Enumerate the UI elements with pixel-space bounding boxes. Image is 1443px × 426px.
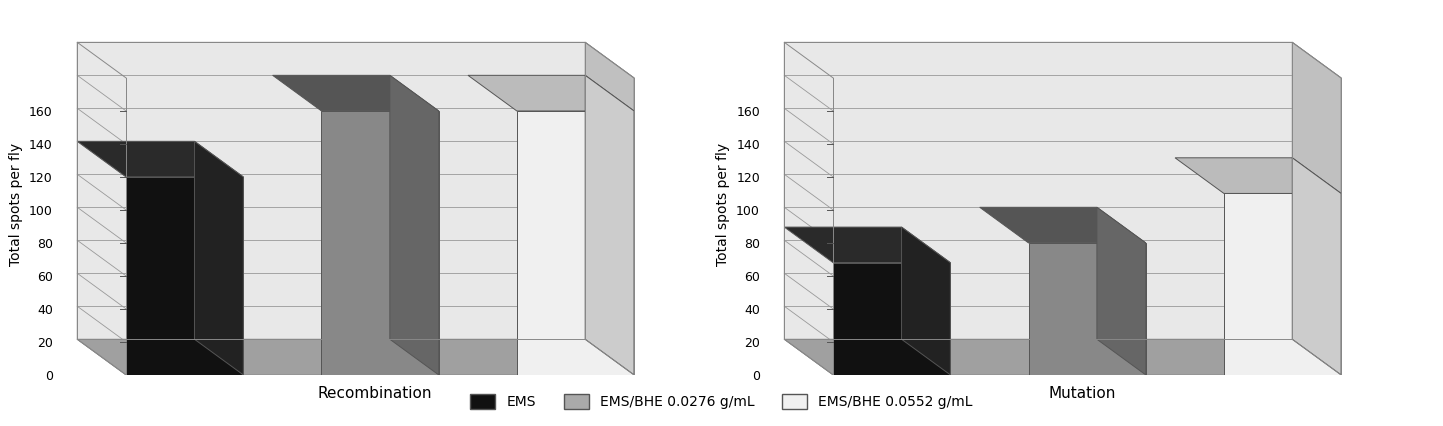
Polygon shape [78, 42, 126, 375]
Polygon shape [902, 227, 951, 375]
Polygon shape [517, 111, 633, 375]
Polygon shape [1029, 243, 1146, 375]
Polygon shape [586, 75, 633, 375]
Polygon shape [468, 75, 633, 111]
Polygon shape [980, 207, 1146, 243]
Polygon shape [78, 339, 633, 375]
X-axis label: Mutation: Mutation [1049, 386, 1115, 401]
Polygon shape [1224, 193, 1341, 375]
Polygon shape [785, 42, 1341, 78]
Polygon shape [78, 42, 586, 339]
Polygon shape [78, 42, 633, 78]
Y-axis label: Total spots per fly: Total spots per fly [10, 143, 23, 266]
Polygon shape [833, 263, 951, 375]
Polygon shape [1293, 42, 1341, 375]
Polygon shape [195, 141, 244, 375]
Polygon shape [785, 339, 1341, 375]
Polygon shape [78, 141, 244, 177]
Polygon shape [586, 42, 633, 375]
Polygon shape [1293, 158, 1341, 375]
Y-axis label: Total spots per fly: Total spots per fly [717, 143, 730, 266]
Polygon shape [322, 111, 439, 375]
Polygon shape [390, 75, 439, 375]
Polygon shape [1175, 158, 1341, 193]
Legend: EMS, EMS/BHE 0.0276 g/mL, EMS/BHE 0.0552 g/mL: EMS, EMS/BHE 0.0276 g/mL, EMS/BHE 0.0552… [465, 389, 978, 415]
Polygon shape [126, 177, 244, 375]
Polygon shape [785, 42, 833, 375]
Polygon shape [1097, 207, 1146, 375]
X-axis label: Recombination: Recombination [317, 386, 433, 401]
Polygon shape [273, 75, 439, 111]
Polygon shape [785, 227, 951, 263]
Polygon shape [785, 42, 1293, 339]
